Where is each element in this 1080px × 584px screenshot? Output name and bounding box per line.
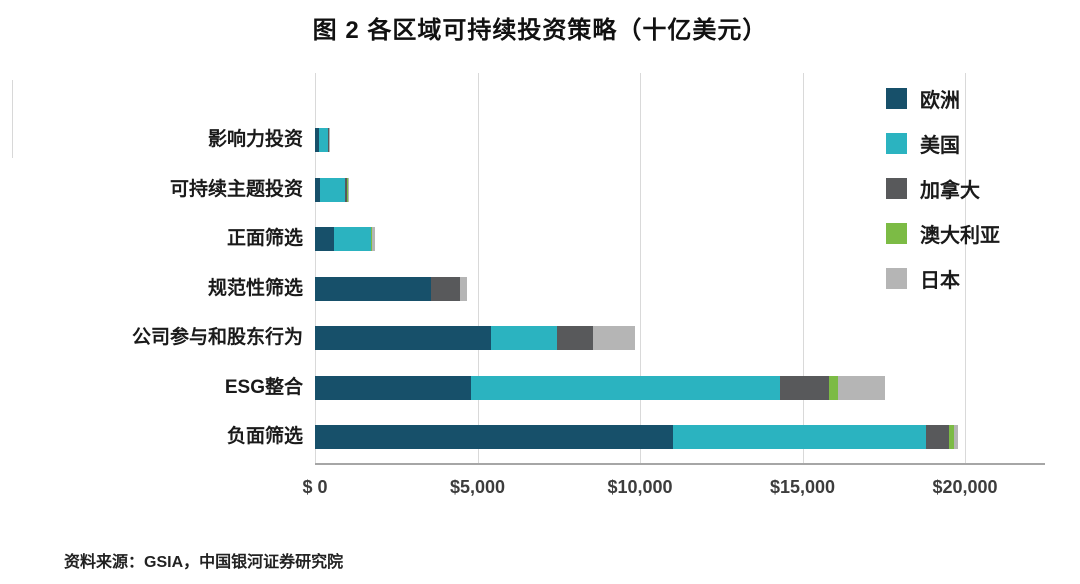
- x-tick-label: $ 0: [302, 477, 328, 497]
- gridline: [477, 73, 479, 464]
- x-tick-label: $15,000: [769, 477, 836, 497]
- bar-segment-澳大利亚: [347, 177, 348, 202]
- legend-swatch-icon: [886, 88, 907, 109]
- category-label: 负面筛选: [226, 426, 303, 447]
- source-note: 资料来源：GSIA，中国银河证券研究院: [64, 554, 344, 571]
- gridline: [315, 73, 316, 464]
- bar-segment-日本: [838, 375, 886, 400]
- legend-item: 美国: [886, 133, 1000, 157]
- x-axis-line: [315, 463, 1045, 465]
- category-label: 规范性筛选: [207, 277, 303, 299]
- bar-segment-加拿大: [926, 425, 949, 449]
- bar-segment-加拿大: [779, 375, 829, 400]
- left-edge-artifact-line: [12, 80, 13, 158]
- category-label: ESG整合: [224, 376, 303, 398]
- gridline: [640, 73, 641, 464]
- legend: 欧洲美国加拿大澳大利亚日本: [886, 88, 1000, 313]
- x-tick-label: $10,000: [607, 477, 673, 497]
- x-tick-label: $20,000: [932, 477, 998, 497]
- legend-item: 加拿大: [886, 178, 1000, 202]
- bar-segment-美国: [318, 128, 329, 152]
- bar-row: [315, 326, 635, 350]
- bar-segment-美国: [471, 375, 780, 400]
- bar-row: [315, 375, 886, 400]
- legend-swatch-icon: [886, 223, 907, 244]
- bar-segment-日本: [371, 227, 375, 251]
- x-tick-label: $5,000: [449, 477, 506, 497]
- bar-segment-加拿大: [557, 326, 593, 350]
- legend-label: 加拿大: [920, 180, 980, 202]
- legend-label: 美国: [920, 135, 960, 157]
- chart-title: 图 2 各区域可持续投资策略（十亿美元）: [312, 17, 768, 44]
- legend-item: 日本: [886, 268, 1000, 292]
- legend-label: 日本: [920, 270, 960, 292]
- category-label: 可持续主题投资: [169, 178, 303, 200]
- bar-row: [315, 227, 375, 251]
- bar-segment-欧洲: [315, 425, 673, 449]
- legend-label: 欧洲: [920, 90, 960, 112]
- bar-segment-欧洲: [315, 128, 319, 152]
- bar-segment-日本: [953, 425, 958, 449]
- bar-segment-欧洲: [315, 375, 471, 400]
- bar-segment-澳大利亚: [828, 375, 839, 400]
- bar-segment-美国: [490, 326, 558, 350]
- legend-swatch-icon: [886, 133, 907, 154]
- category-label: 影响力投资: [207, 129, 303, 150]
- bar-segment-澳大利亚: [948, 425, 954, 449]
- category-label: 正面筛选: [226, 228, 303, 249]
- bar-segment-欧洲: [315, 326, 491, 350]
- bar-segment-日本: [459, 276, 468, 301]
- category-label: 公司参与和股东行为: [131, 327, 303, 348]
- legend-swatch-icon: [886, 268, 907, 289]
- legend-item: 澳大利亚: [886, 223, 1000, 247]
- bar-segment-美国: [672, 425, 926, 449]
- legend-swatch-icon: [886, 178, 907, 199]
- bar-segment-欧洲: [315, 227, 335, 251]
- bar-segment-美国: [334, 227, 371, 251]
- legend-item: 欧洲: [886, 88, 1000, 112]
- bar-segment-加拿大: [430, 276, 460, 301]
- bar-segment-澳大利亚: [328, 128, 330, 152]
- bar-row: [315, 177, 349, 202]
- bar-row: [315, 128, 330, 152]
- legend-label: 澳大利亚: [920, 225, 1000, 247]
- bar-row: [315, 276, 468, 301]
- bar-segment-加拿大: [345, 177, 347, 202]
- bar-segment-澳大利亚: [371, 227, 372, 251]
- bar-segment-日本: [592, 326, 635, 350]
- bar-segment-欧洲: [315, 276, 431, 301]
- bar-segment-欧洲: [315, 177, 320, 202]
- bar-segment-美国: [319, 177, 346, 202]
- gridline: [965, 73, 966, 464]
- bar-row: [315, 425, 958, 449]
- gridline: [802, 73, 804, 464]
